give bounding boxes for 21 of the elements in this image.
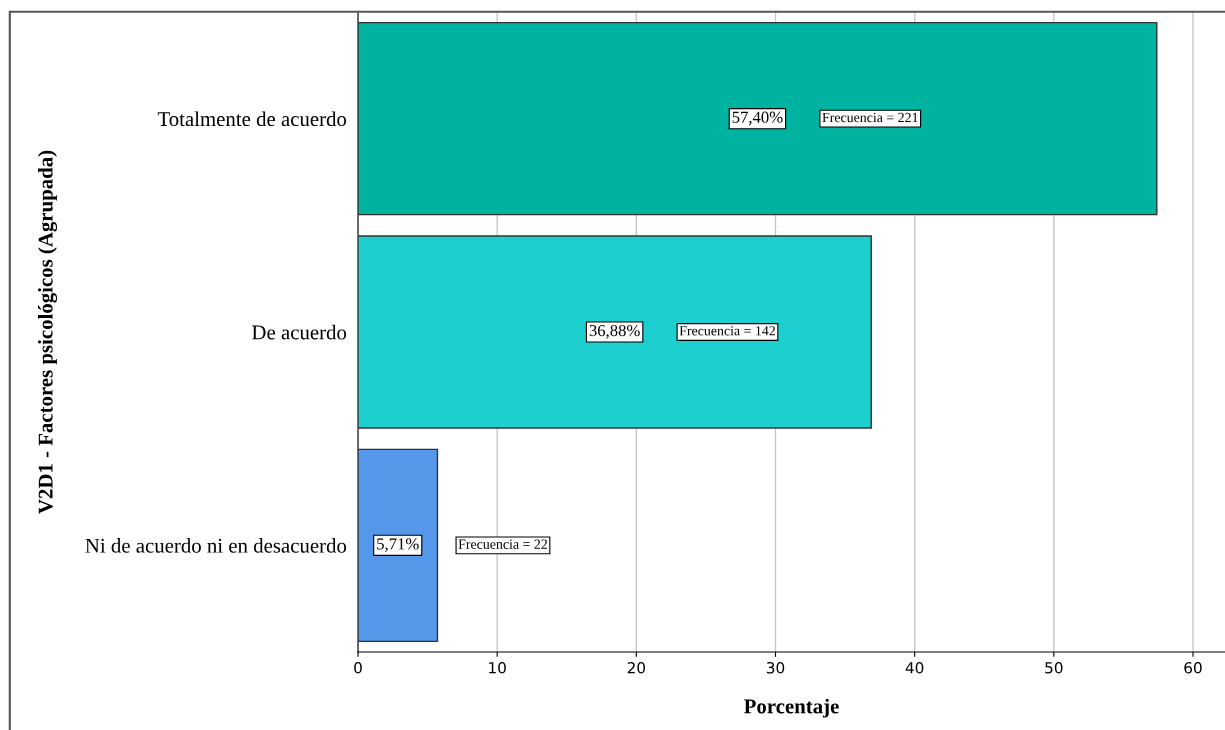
- data-label: 5,71%: [377, 538, 419, 552]
- x-tick-label: 30: [766, 661, 785, 674]
- bar: [358, 21, 1158, 216]
- bar: [358, 448, 439, 643]
- x-axis-title: Porcentaje: [744, 698, 839, 718]
- annotation: Frecuencia = 22: [458, 539, 547, 549]
- annotation: Frecuencia = 142: [679, 326, 775, 336]
- annotation: Frecuencia = 221: [822, 112, 918, 123]
- y-tick-label: Ni de acuerdo ni en desacuerdo: [85, 538, 347, 553]
- x-tick-label: 0: [354, 661, 362, 674]
- y-tick-label: Totalmente de acuerdo: [157, 111, 347, 127]
- y-axis-title: V2D1 - Factores psicológicos (Agrupada): [37, 150, 58, 514]
- x-tick-label: 40: [905, 661, 924, 674]
- x-tick-label: 20: [627, 661, 646, 674]
- x-tick-label: 50: [1045, 661, 1063, 674]
- data-label: 57,40%: [732, 111, 783, 126]
- x-tick-label: 10: [489, 661, 506, 674]
- y-tick-label: De acuerdo: [252, 324, 347, 340]
- x-tick-label: 60: [1184, 661, 1202, 674]
- data-label: 36,88%: [589, 324, 640, 339]
- bar: [358, 235, 872, 429]
